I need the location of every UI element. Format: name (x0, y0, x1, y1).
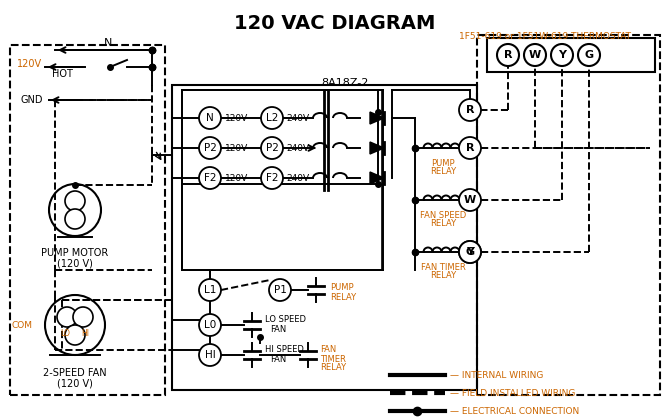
Circle shape (459, 241, 481, 263)
Text: — ELECTRICAL CONNECTION: — ELECTRICAL CONNECTION (450, 406, 580, 416)
Polygon shape (370, 112, 384, 124)
Text: (120 V): (120 V) (57, 378, 93, 388)
Circle shape (73, 307, 93, 327)
Text: HI: HI (81, 328, 89, 337)
Bar (10, 45, 165, 395)
Circle shape (459, 189, 481, 211)
Text: 240V: 240V (287, 173, 310, 183)
Text: GND: GND (21, 95, 44, 105)
Text: 240V: 240V (287, 143, 310, 153)
Text: 120V: 120V (225, 173, 249, 183)
Text: F2: F2 (204, 173, 216, 183)
Circle shape (65, 325, 85, 345)
Text: FAN SPEED: FAN SPEED (420, 210, 466, 220)
Text: (120 V): (120 V) (57, 258, 93, 268)
Text: F2: F2 (266, 173, 278, 183)
Circle shape (199, 344, 221, 366)
Circle shape (199, 314, 221, 336)
Circle shape (497, 44, 519, 66)
Circle shape (261, 167, 283, 189)
Text: HOT: HOT (52, 69, 72, 79)
Polygon shape (370, 142, 384, 154)
Text: RELAY: RELAY (430, 218, 456, 228)
Text: Y: Y (466, 247, 474, 257)
Circle shape (551, 44, 573, 66)
Bar (477, 35, 660, 395)
Text: PUMP: PUMP (330, 284, 354, 292)
Text: 120 VAC DIAGRAM: 120 VAC DIAGRAM (234, 14, 436, 33)
Circle shape (65, 191, 85, 211)
Polygon shape (370, 172, 384, 184)
Circle shape (57, 307, 77, 327)
Text: N: N (206, 113, 214, 123)
Circle shape (261, 137, 283, 159)
Text: L2: L2 (266, 113, 278, 123)
Circle shape (65, 209, 85, 229)
Circle shape (45, 295, 105, 355)
Text: 8A18Z-2: 8A18Z-2 (322, 78, 368, 88)
Text: W: W (529, 50, 541, 60)
Text: PUMP MOTOR: PUMP MOTOR (42, 248, 109, 258)
Circle shape (269, 279, 291, 301)
Text: TIMER: TIMER (320, 354, 346, 364)
Text: P2: P2 (265, 143, 279, 153)
Text: RELAY: RELAY (430, 271, 456, 279)
Text: — INTERNAL WIRING: — INTERNAL WIRING (450, 370, 543, 380)
Text: G: G (466, 247, 474, 257)
Text: 1F51-619 or 1F51W-619 THERMOSTAT: 1F51-619 or 1F51W-619 THERMOSTAT (459, 32, 631, 41)
Text: L1: L1 (204, 285, 216, 295)
Text: P1: P1 (273, 285, 287, 295)
Text: 240V: 240V (287, 114, 310, 122)
Text: 120V: 120V (225, 143, 249, 153)
Circle shape (578, 44, 600, 66)
Text: RELAY: RELAY (330, 292, 356, 302)
Text: RELAY: RELAY (320, 364, 346, 372)
Text: COM: COM (11, 321, 33, 329)
Text: FAN: FAN (320, 346, 336, 354)
Text: LO: LO (60, 328, 70, 337)
Circle shape (199, 167, 221, 189)
Circle shape (199, 107, 221, 129)
Bar (172, 85, 477, 390)
Text: RELAY: RELAY (430, 166, 456, 176)
Circle shape (199, 137, 221, 159)
Circle shape (261, 107, 283, 129)
Circle shape (199, 279, 221, 301)
Circle shape (459, 137, 481, 159)
Circle shape (524, 44, 546, 66)
Text: LO SPEED: LO SPEED (265, 316, 306, 324)
Text: Y: Y (558, 50, 566, 60)
Circle shape (459, 241, 481, 263)
Circle shape (49, 184, 101, 236)
Text: HI: HI (204, 350, 215, 360)
Text: 2-SPEED FAN: 2-SPEED FAN (43, 368, 107, 378)
Text: R: R (504, 50, 513, 60)
Text: HI SPEED: HI SPEED (265, 346, 304, 354)
Text: N: N (104, 38, 112, 48)
Text: G: G (584, 50, 594, 60)
Text: FAN: FAN (270, 354, 286, 364)
Text: — FIELD INSTALLED WIRING: — FIELD INSTALLED WIRING (450, 388, 576, 398)
Circle shape (459, 99, 481, 121)
Bar (487, 38, 655, 72)
Text: L0: L0 (204, 320, 216, 330)
Text: R: R (466, 143, 474, 153)
Bar (182, 90, 382, 270)
Text: P2: P2 (204, 143, 216, 153)
Text: 120V: 120V (17, 59, 43, 69)
Text: 120V: 120V (225, 114, 249, 122)
Text: FAN: FAN (270, 324, 286, 334)
Text: FAN TIMER: FAN TIMER (421, 262, 466, 272)
Text: PUMP: PUMP (431, 158, 455, 168)
Text: W: W (464, 195, 476, 205)
Text: R: R (466, 105, 474, 115)
